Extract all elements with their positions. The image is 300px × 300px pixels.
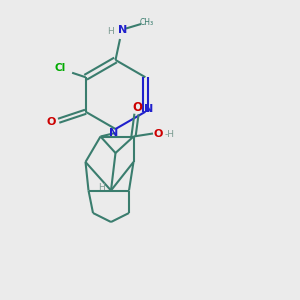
Text: Cl: Cl <box>55 63 66 73</box>
Text: O: O <box>46 117 56 127</box>
Text: N: N <box>144 104 154 114</box>
Text: H: H <box>108 27 114 36</box>
Text: N: N <box>110 128 118 138</box>
Text: H: H <box>99 183 105 192</box>
Text: O: O <box>154 129 163 139</box>
Text: CH₃: CH₃ <box>139 18 154 27</box>
Text: N: N <box>118 25 127 35</box>
Text: O: O <box>132 101 142 114</box>
Text: -H: -H <box>164 130 174 139</box>
